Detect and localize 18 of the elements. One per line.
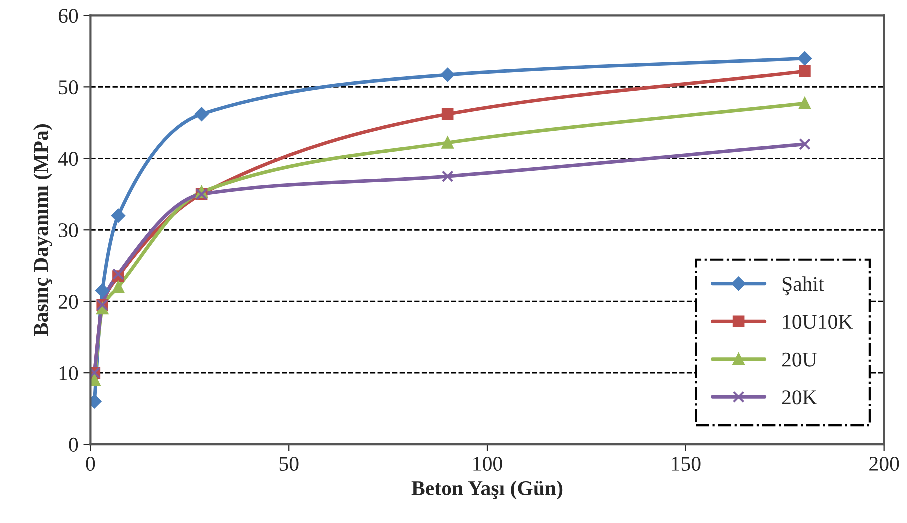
y-tick-label: 30 [59,223,78,238]
y-tick-label: 50 [59,80,78,95]
x-tick-label: 0 [86,456,96,472]
y-tick-label: 0 [69,438,78,452]
y-tick-label: 20 [58,294,78,310]
legend-label: 20K [782,390,818,405]
x-tick-label: 50 [280,456,299,472]
x-tick-label: 200 [870,456,900,472]
legend-label: 10U10K [783,315,854,330]
x-axis-title: Beton Yaşı (Gün) [412,480,563,500]
y-tick-label: 60 [58,9,78,24]
legend-label: 20U [782,352,817,367]
y-tick-label: 40 [58,152,78,166]
legend-label: Şahit [782,276,824,296]
y-axis-title: Basınç Dayanımı (MPa) [34,124,53,336]
x-tick-label: 100 [474,456,502,472]
x-tick-label: 150 [672,456,701,472]
y-tick-label: 10 [60,366,78,381]
